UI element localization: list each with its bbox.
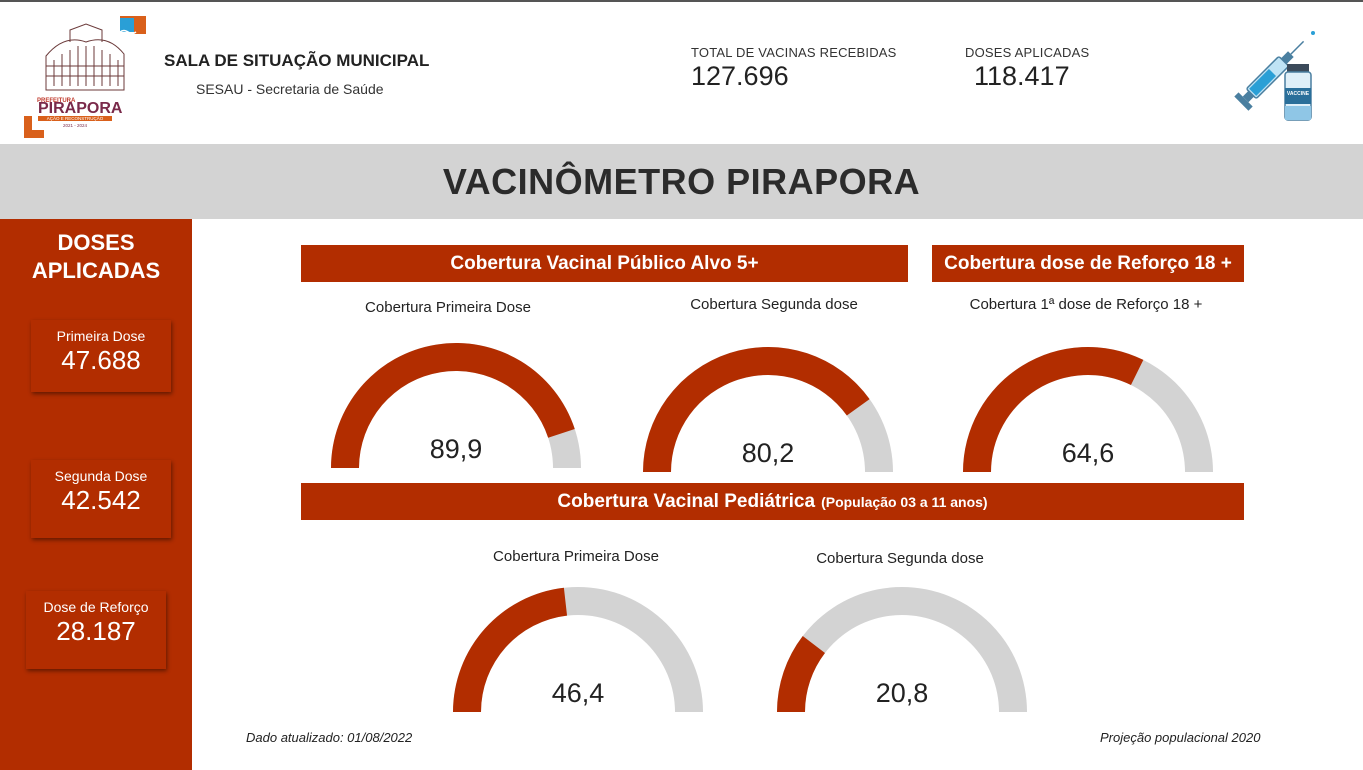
title-banner: VACINÔMETRO PIRAPORA bbox=[0, 144, 1363, 219]
gauge-title-ped-first-dose: Cobertura Primeira Dose bbox=[493, 548, 659, 565]
gauge-fill bbox=[777, 636, 825, 712]
booster-dose-label: Dose de Reforço bbox=[43, 599, 149, 615]
kpi-received-label: TOTAL DE VACINAS RECEBIDAS bbox=[691, 45, 897, 60]
kpi-applied-label: DOSES APLICADAS bbox=[965, 45, 1090, 60]
section-publico-alvo: Cobertura Vacinal Público Alvo 5+ bbox=[301, 245, 908, 282]
svg-text:AÇÃO E RECONSTRUÇÃO: AÇÃO E RECONSTRUÇÃO bbox=[47, 115, 104, 121]
gauge-booster bbox=[963, 347, 1213, 472]
section-publico-alvo-label: Cobertura Vacinal Público Alvo 5+ bbox=[450, 252, 759, 274]
page-subtitle: SESAU - Secretaria de Saúde bbox=[196, 81, 384, 97]
first-dose-card: Primeira Dose 47.688 bbox=[31, 320, 171, 392]
projection-note: Projeção populacional 2020 bbox=[1100, 730, 1261, 745]
gauge-title-second-dose: Cobertura Segunda dose bbox=[690, 296, 858, 313]
sidebar-title-line2: APLICADAS bbox=[31, 258, 161, 283]
gauge-title-booster: Cobertura 1ª dose de Reforço 18 + bbox=[969, 296, 1203, 313]
sidebar-title: DOSES APLICADAS bbox=[0, 229, 192, 285]
syringe-vaccine-icon: VACCINE bbox=[1234, 31, 1315, 121]
second-dose-card: Segunda Dose 42.542 bbox=[31, 460, 171, 538]
gauge-ped-second-dose bbox=[777, 587, 1027, 712]
sidebar-title-line1: DOSES bbox=[57, 230, 135, 255]
gauge-fill bbox=[643, 346, 870, 472]
kpi-applied-value: 118.417 bbox=[974, 61, 1070, 91]
svg-text:PIRAPORA: PIRAPORA bbox=[38, 100, 123, 117]
section-pediatrica-label: Cobertura Vacinal Pediátrica bbox=[557, 490, 816, 512]
gauge-first-dose bbox=[331, 342, 581, 468]
gauge-value-ped-second-dose: 20,8 bbox=[875, 678, 929, 708]
gauge-second-dose bbox=[643, 346, 893, 472]
gauge-value-first-dose: 89,9 bbox=[429, 434, 483, 464]
kpi-received-value: 127.696 bbox=[691, 61, 789, 91]
booster-dose-card: Dose de Reforço 28.187 bbox=[26, 591, 166, 669]
doses-sidebar: DOSES APLICADAS Primeira Dose 47.688 Seg… bbox=[0, 219, 192, 770]
gauge-title-first-dose: Cobertura Primeira Dose bbox=[365, 299, 531, 316]
section-reforco: Cobertura dose de Reforço 18 + bbox=[932, 245, 1244, 282]
gauge-value-second-dose: 80,2 bbox=[741, 438, 795, 468]
section-pediatrica: Cobertura Vacinal Pediátrica (População … bbox=[301, 483, 1244, 520]
page-title: SALA DE SITUAÇÃO MUNICIPAL bbox=[164, 51, 430, 70]
gauge-title-ped-second-dose: Cobertura Segunda dose bbox=[816, 550, 984, 567]
gauge-track bbox=[777, 587, 1027, 712]
gauge-fill bbox=[331, 342, 575, 468]
svg-text:2021 - 2024: 2021 - 2024 bbox=[63, 123, 88, 128]
section-pediatrica-note: (População 03 a 11 anos) bbox=[821, 493, 988, 510]
gauge-fill bbox=[963, 347, 1144, 472]
gauge-value-ped-first-dose: 46,4 bbox=[551, 678, 605, 708]
second-dose-value: 42.542 bbox=[61, 485, 141, 515]
vacinometro-title: VACINÔMETRO PIRAPORA bbox=[442, 160, 921, 202]
first-dose-value: 47.688 bbox=[61, 345, 141, 375]
pirapora-logo: PREFEITURA PIRAPORA AÇÃO E RECONSTRUÇÃO … bbox=[24, 16, 146, 138]
gauge-ped-first-dose bbox=[453, 587, 703, 712]
first-dose-label: Primeira Dose bbox=[56, 328, 146, 344]
gauge-fill bbox=[453, 587, 568, 712]
svg-text:VACCINE: VACCINE bbox=[1287, 91, 1310, 97]
gauge-value-booster: 64,6 bbox=[1061, 438, 1115, 468]
section-reforco-label: Cobertura dose de Reforço 18 + bbox=[944, 252, 1232, 274]
updated-note: Dado atualizado: 01/08/2022 bbox=[246, 730, 413, 745]
second-dose-label: Segunda Dose bbox=[54, 468, 148, 484]
booster-dose-value: 28.187 bbox=[56, 616, 136, 646]
svg-text:PREFEITURA: PREFEITURA bbox=[37, 98, 76, 104]
